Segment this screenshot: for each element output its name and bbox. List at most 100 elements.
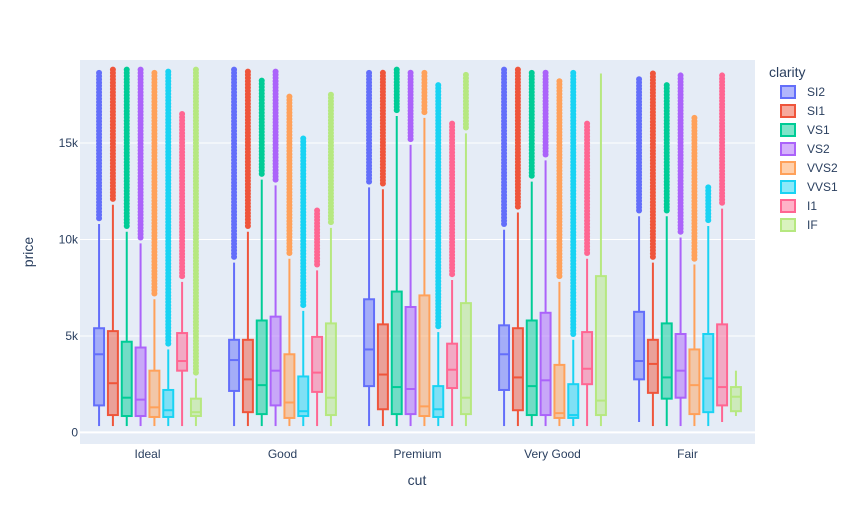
outlier-point	[192, 66, 199, 73]
iqr-box	[716, 323, 729, 407]
box[interactable]	[594, 73, 607, 427]
outlier-point	[584, 120, 591, 127]
box[interactable]	[134, 66, 147, 427]
box[interactable]	[633, 76, 646, 423]
box[interactable]	[363, 69, 376, 427]
iqr-box	[539, 311, 552, 417]
box[interactable]	[311, 207, 324, 427]
box[interactable]	[324, 91, 337, 427]
legend-item-IF[interactable]: IF	[780, 218, 818, 232]
iqr-box	[660, 322, 673, 400]
legend-item-I1[interactable]: I1	[780, 199, 817, 213]
box[interactable]	[93, 69, 106, 427]
box[interactable]	[498, 66, 511, 427]
iqr-box	[646, 338, 659, 394]
box[interactable]	[646, 70, 659, 427]
box[interactable]	[176, 111, 189, 427]
box[interactable]	[241, 68, 254, 427]
outlier-point	[314, 207, 321, 214]
outlier-point	[96, 69, 103, 76]
legend-label: I1	[807, 199, 817, 213]
box[interactable]	[674, 72, 687, 427]
y-axis-title: price	[20, 237, 36, 268]
iqr-box	[567, 383, 580, 419]
legend-item-SI1[interactable]: SI1	[780, 104, 825, 118]
box[interactable]	[553, 78, 566, 427]
legend-label: VVS2	[807, 161, 838, 175]
box[interactable]	[120, 66, 133, 427]
outlier-point	[300, 135, 307, 142]
iqr-box	[106, 330, 119, 417]
legend-swatch	[780, 123, 796, 137]
y-tick-label: 0	[71, 425, 78, 439]
legend-item-VS1[interactable]: VS1	[780, 123, 830, 137]
box[interactable]	[376, 69, 389, 427]
iqr-box	[148, 369, 161, 418]
box[interactable]	[106, 66, 119, 427]
legend-swatch	[780, 199, 796, 213]
box[interactable]	[525, 69, 538, 427]
outlier-point	[258, 77, 265, 84]
box[interactable]	[581, 120, 594, 427]
series-VVS1	[162, 68, 715, 427]
iqr-box	[404, 305, 417, 416]
box[interactable]	[660, 82, 673, 427]
outlier-point	[514, 66, 521, 73]
box[interactable]	[688, 114, 701, 427]
iqr-box	[228, 338, 241, 392]
x-axis-title: cut	[408, 472, 427, 488]
box[interactable]	[283, 93, 296, 427]
iqr-box	[324, 322, 337, 417]
box[interactable]	[404, 69, 417, 427]
outlier-point	[272, 68, 279, 75]
box[interactable]	[702, 184, 715, 427]
outlier-point	[691, 114, 698, 121]
outlier-point	[286, 93, 293, 100]
box[interactable]	[716, 72, 729, 423]
outlier-point	[123, 66, 130, 73]
iqr-box	[729, 386, 742, 413]
outlier-point	[109, 66, 116, 73]
outlier-point	[542, 69, 549, 76]
box[interactable]	[459, 71, 472, 427]
series-SI1	[106, 66, 659, 427]
box[interactable]	[729, 370, 742, 417]
iqr-box	[176, 332, 189, 372]
legend-label: VS2	[807, 142, 830, 156]
iqr-box	[594, 275, 607, 417]
legend[interactable]: SI2 SI1 VS1 VS2 VVS2 VVS1 I1 IF	[780, 85, 838, 232]
box[interactable]	[539, 69, 552, 427]
box[interactable]	[228, 66, 241, 427]
iqr-box	[283, 353, 296, 419]
series-SI2	[93, 66, 646, 427]
outlier-point	[570, 69, 577, 76]
iqr-box	[511, 327, 524, 412]
box[interactable]	[148, 69, 161, 427]
box[interactable]	[162, 68, 175, 427]
iqr-box	[432, 385, 445, 418]
box[interactable]	[432, 82, 445, 427]
iqr-box	[702, 333, 715, 414]
legend-item-VS2[interactable]: VS2	[780, 142, 830, 156]
legend-item-VVS2[interactable]: VVS2	[780, 161, 838, 175]
legend-item-SI2[interactable]: SI2	[780, 85, 825, 99]
outlier-point	[327, 91, 334, 98]
box[interactable]	[418, 69, 431, 427]
outlier-point	[435, 82, 442, 89]
box[interactable]	[446, 120, 459, 427]
legend-swatch	[780, 104, 796, 118]
outlier-point	[179, 111, 186, 118]
legend-swatch	[780, 85, 796, 99]
legend-item-VVS1[interactable]: VVS1	[780, 180, 838, 194]
box[interactable]	[255, 77, 268, 427]
iqr-box	[269, 315, 282, 407]
box[interactable]	[511, 66, 524, 427]
outlier-point	[137, 66, 144, 73]
box[interactable]	[297, 135, 310, 427]
outlier-point	[421, 69, 428, 76]
box[interactable]	[269, 68, 282, 427]
y-tick-label: 5k	[65, 329, 79, 343]
box[interactable]	[567, 69, 580, 427]
box[interactable]	[390, 66, 403, 427]
box[interactable]	[189, 66, 202, 427]
